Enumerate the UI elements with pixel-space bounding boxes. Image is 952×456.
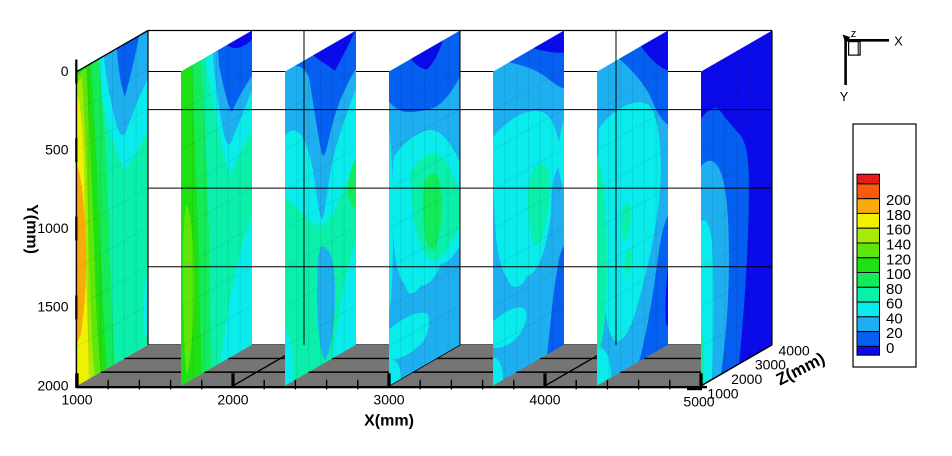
svg-text:20: 20 [886, 325, 903, 342]
svg-text:180: 180 [886, 207, 911, 224]
svg-text:3000: 3000 [373, 392, 404, 408]
svg-text:1500: 1500 [37, 299, 68, 315]
svg-text:60: 60 [886, 296, 903, 313]
svg-text:160: 160 [886, 222, 911, 239]
svg-text:120: 120 [886, 251, 911, 268]
svg-text:4000: 4000 [529, 392, 560, 408]
svg-text:3000: 3000 [755, 357, 786, 373]
svg-text:140: 140 [886, 237, 911, 254]
svg-text:0: 0 [61, 63, 69, 79]
svg-text:Y: Y [840, 89, 849, 104]
svg-text:X(mm): X(mm) [364, 413, 414, 430]
svg-text:1000: 1000 [61, 392, 92, 408]
svg-text:1000: 1000 [707, 385, 738, 401]
svg-text:5000: 5000 [683, 394, 714, 410]
svg-text:1000: 1000 [37, 220, 68, 236]
svg-text:z: z [851, 28, 857, 40]
svg-text:500: 500 [45, 142, 69, 158]
svg-text:Y(mm): Y(mm) [23, 204, 40, 254]
svg-text:4000: 4000 [779, 342, 810, 358]
svg-text:X: X [894, 34, 903, 49]
svg-text:2000: 2000 [37, 377, 68, 393]
svg-text:100: 100 [886, 266, 911, 283]
svg-text:2000: 2000 [731, 371, 762, 387]
svg-text:40: 40 [886, 310, 903, 327]
svg-text:0: 0 [886, 340, 894, 357]
svg-text:2000: 2000 [217, 392, 248, 408]
svg-text:80: 80 [886, 281, 903, 298]
svg-text:200: 200 [886, 192, 911, 209]
